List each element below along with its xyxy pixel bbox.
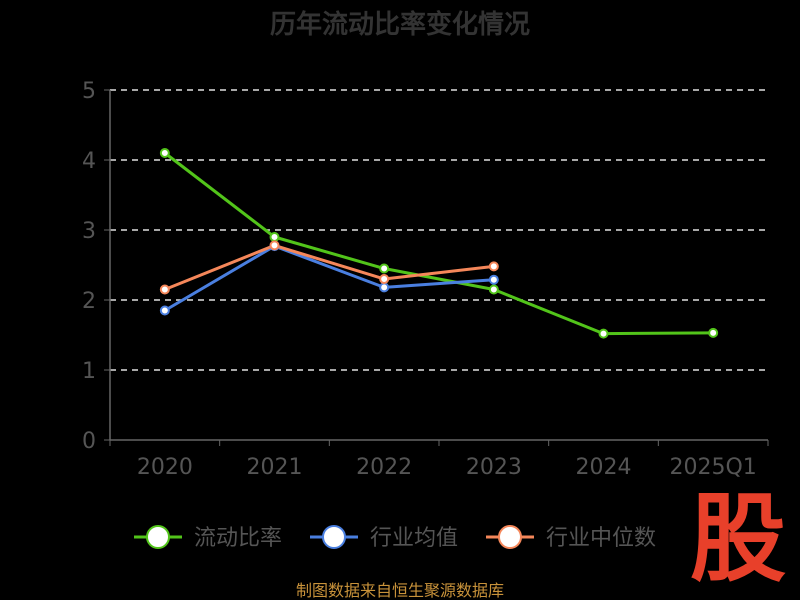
y-tick-labels: 0 1 2 3 4 5 xyxy=(82,79,96,454)
y-tick-label: 1 xyxy=(82,359,96,384)
legend-marker xyxy=(322,525,346,549)
series-line-1 xyxy=(164,244,494,312)
legend-marker xyxy=(146,525,170,549)
data-point xyxy=(598,328,609,339)
legend-label: 行业中位数 xyxy=(546,526,656,551)
chart-title: 历年流动比率变化情况 xyxy=(270,9,530,40)
data-point xyxy=(159,305,170,316)
data-point xyxy=(488,261,499,272)
y-tick-label: 2 xyxy=(82,289,96,314)
x-tick-label: 2025Q1 xyxy=(670,455,757,480)
legend-item[interactable]: 行业中位数 xyxy=(486,525,656,551)
x-tick-label: 2024 xyxy=(576,455,632,480)
legend[interactable]: 流动比率 行业均值 行业中位数 xyxy=(134,525,656,551)
legend-marker xyxy=(498,525,522,549)
source-note: 制图数据来自恒生聚源数据库 xyxy=(296,581,504,600)
legend-label: 流动比率 xyxy=(194,526,282,551)
x-tick-label: 2022 xyxy=(356,455,412,480)
x-tick-label: 2021 xyxy=(247,455,303,480)
x-tick-label: 2023 xyxy=(466,455,522,480)
series-line-2 xyxy=(164,243,495,291)
series-lines xyxy=(163,151,714,336)
y-tick-label: 0 xyxy=(82,429,96,454)
y-tick-label: 5 xyxy=(82,79,96,104)
x-tick-labels: 2020 2021 2022 2023 2024 2025Q1 xyxy=(137,455,757,480)
data-point xyxy=(159,148,170,158)
legend-item[interactable]: 流动比率 xyxy=(134,525,282,551)
data-point xyxy=(379,274,390,284)
axes xyxy=(104,89,769,446)
x-tick-label: 2020 xyxy=(137,455,193,480)
y-tick-label: 4 xyxy=(82,149,96,174)
data-point xyxy=(488,284,499,295)
data-point xyxy=(379,263,390,274)
series-points xyxy=(159,148,719,339)
data-point xyxy=(269,232,280,242)
legend-label: 行业均值 xyxy=(370,526,458,551)
watermark-logo: 股 xyxy=(690,483,786,595)
grid-lines xyxy=(110,89,768,371)
y-tick-label: 3 xyxy=(82,219,96,244)
data-point xyxy=(379,282,390,293)
data-point xyxy=(159,284,170,295)
data-point xyxy=(269,240,280,251)
series-line-0 xyxy=(163,151,714,336)
legend-item[interactable]: 行业均值 xyxy=(310,525,458,551)
data-point xyxy=(708,327,719,338)
data-point xyxy=(488,274,499,285)
